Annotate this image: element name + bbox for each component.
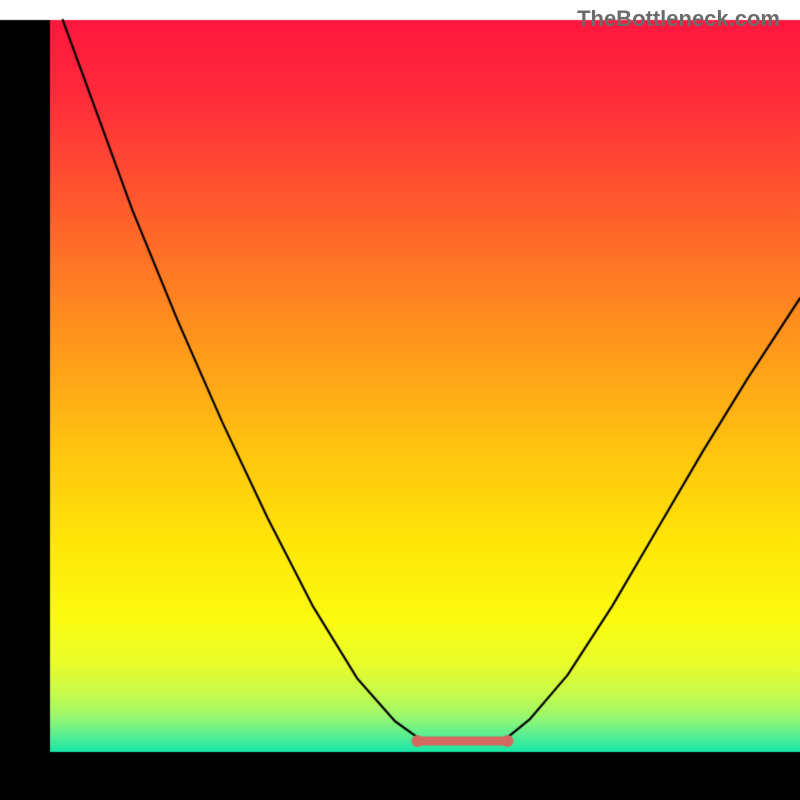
watermark-text: TheBottleneck.com [577,6,780,32]
chart-stage: TheBottleneck.com [0,0,800,800]
curve-canvas [0,0,800,800]
